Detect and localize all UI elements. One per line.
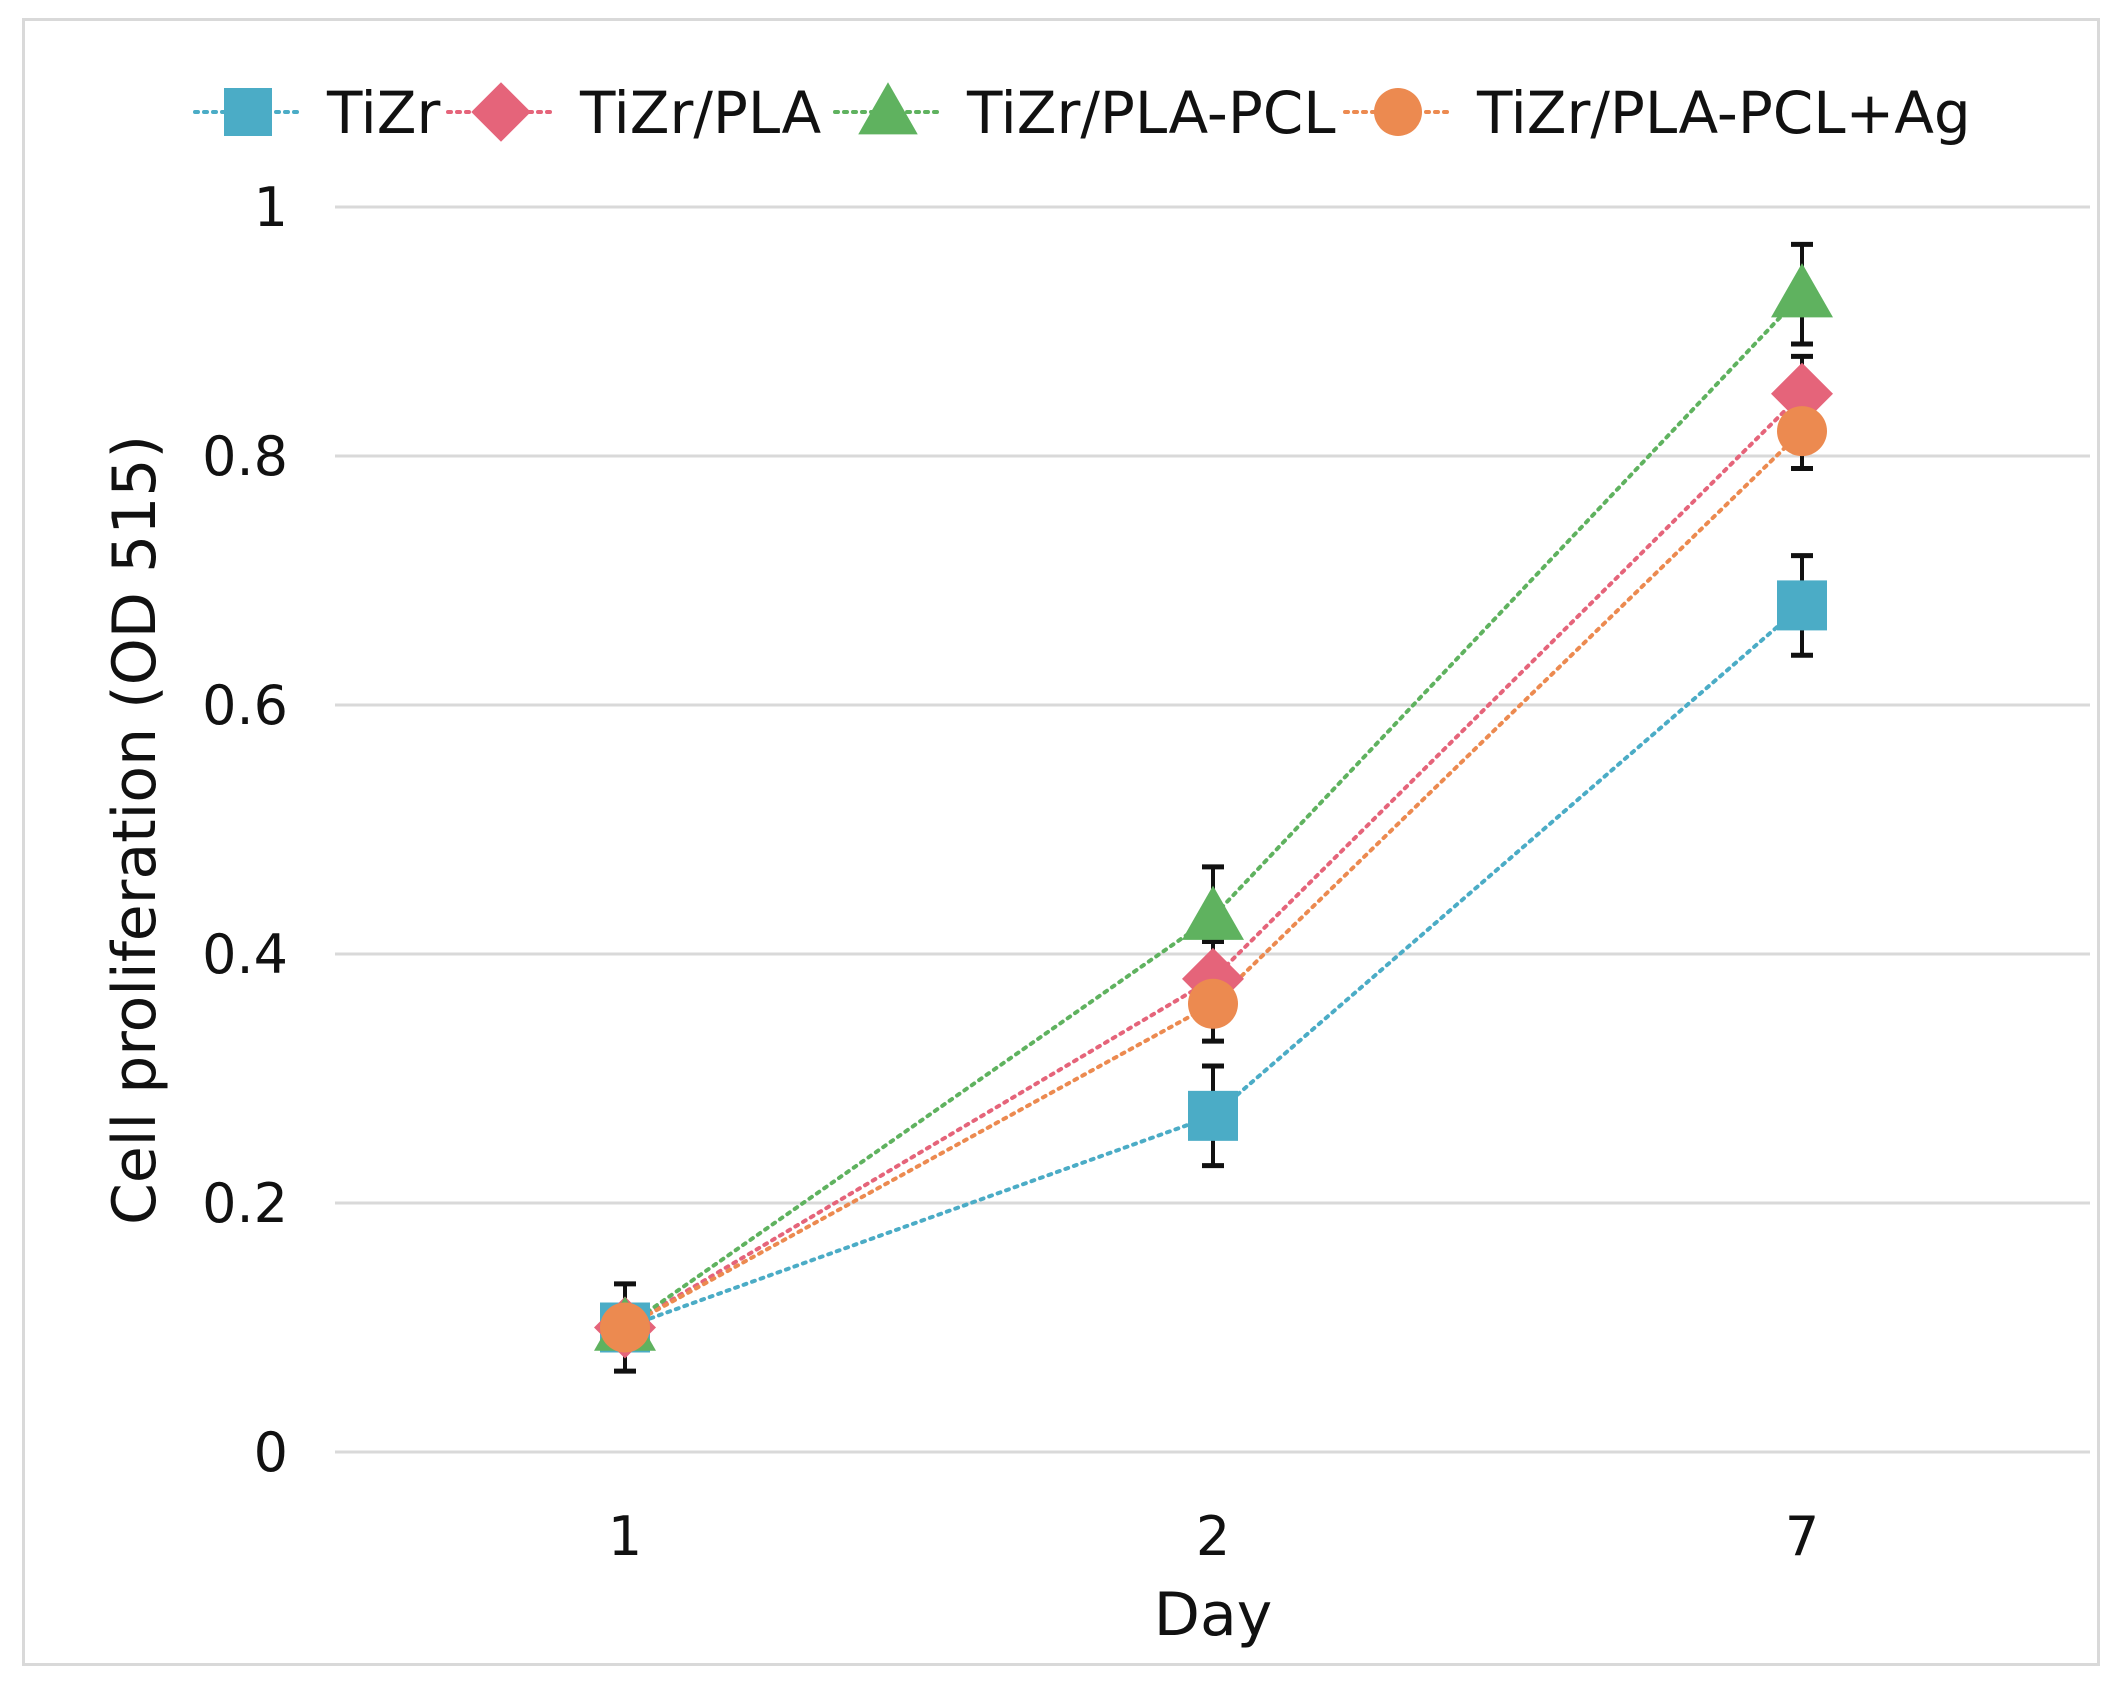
- x-tick-label: 1: [608, 1505, 642, 1568]
- series-lines: [623, 292, 1804, 1330]
- legend-marker: [1374, 88, 1422, 136]
- x-tick-label: 7: [1785, 1505, 1819, 1568]
- y-tick-label: 0.4: [202, 923, 288, 986]
- legend-entry: TiZr/PLA-PCL+Ag: [1343, 79, 1971, 147]
- data-markers: [594, 263, 1833, 1359]
- y-axis-ticks: 0 0.2 0.4 0.6 0.8 1: [202, 176, 288, 1484]
- x-axis-ticks: 1 2 7: [608, 1505, 1819, 1568]
- legend-entry: TiZr/PLA-PCL: [833, 79, 1336, 147]
- legend-label: TiZr/PLA-PCL: [966, 79, 1336, 147]
- chart-frame: [22, 18, 2100, 1666]
- data-point: [1182, 885, 1244, 940]
- legend-entry: TiZr/PLA: [446, 79, 821, 147]
- series-line: [623, 429, 1804, 1330]
- y-axis-title: Cell proliferation (OD 515): [100, 435, 170, 1225]
- data-point: [1777, 406, 1827, 457]
- data-point: [1777, 580, 1827, 631]
- series-line: [623, 391, 1804, 1330]
- legend-marker: [471, 82, 531, 142]
- data-point: [1188, 978, 1238, 1029]
- legend-label: TiZr/PLA-PCL+Ag: [1476, 79, 1971, 147]
- y-tick-label: 0.8: [202, 425, 288, 488]
- y-tick-label: 1: [254, 176, 288, 239]
- data-point: [1771, 263, 1833, 318]
- y-tick-label: 0.2: [202, 1172, 288, 1235]
- legend: TiZr TiZr/PLA TiZr/PLA-PCL TiZr/PLA-PCL+Ag: [193, 79, 1971, 147]
- data-point: [1771, 362, 1833, 425]
- legend-label: TiZr: [326, 79, 440, 147]
- data-point: [1188, 1090, 1238, 1141]
- legend-label: TiZr/PLA: [579, 79, 821, 147]
- y-tick-label: 0.6: [202, 674, 288, 737]
- y-tick-label: 0: [254, 1421, 288, 1484]
- legend-marker: [858, 82, 918, 135]
- x-tick-label: 2: [1196, 1505, 1230, 1568]
- series-line: [623, 292, 1804, 1330]
- legend-marker: [224, 88, 272, 136]
- legend-entry: TiZr: [193, 79, 440, 147]
- gridlines: [335, 205, 2090, 1454]
- data-point: [600, 1302, 650, 1353]
- x-axis-title: Day: [1154, 1580, 1272, 1650]
